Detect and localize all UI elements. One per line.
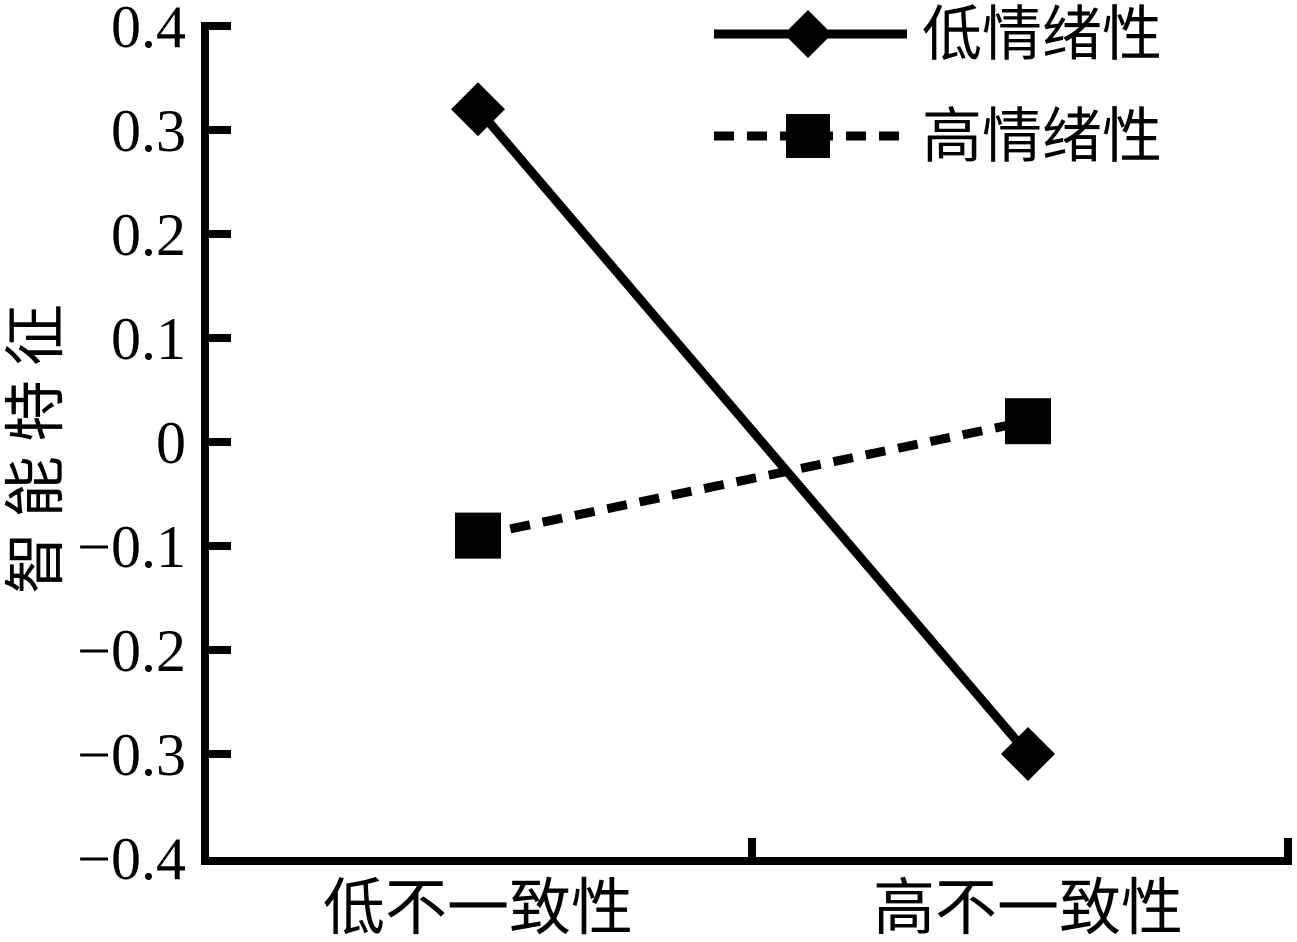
y-tick-label: −0.3 <box>77 722 186 788</box>
y-axis-title: 智能特征 <box>3 290 71 594</box>
legend-item: 高情绪性 <box>714 104 1162 170</box>
y-tick-label: 0.1 <box>111 306 186 372</box>
series-1-marker-diamond <box>1001 727 1055 781</box>
legend-square-marker-icon <box>786 114 830 158</box>
y-tick-label: 0.4 <box>111 0 186 60</box>
series-2-marker-square <box>1005 398 1051 445</box>
series-layer <box>451 82 1055 781</box>
legend-item: 低情绪性 <box>714 2 1162 68</box>
series-2-marker-square <box>455 512 501 559</box>
x-category-label: 高不一致性 <box>873 875 1183 942</box>
y-tick-label: 0.3 <box>111 98 186 164</box>
y-tick-label: −0.2 <box>77 618 186 684</box>
series-2-line <box>477 416 1029 541</box>
x-category-label: 低不一致性 <box>323 875 633 942</box>
y-tick-label: −0.1 <box>77 514 186 580</box>
y-tick-label: 0 <box>156 410 186 476</box>
legend-label: 低情绪性 <box>922 2 1162 68</box>
legend-diamond-marker-icon <box>784 10 832 58</box>
series-1-line <box>474 106 1032 757</box>
series-1-marker-diamond <box>451 82 505 137</box>
y-tick-label: 0.2 <box>111 202 186 268</box>
y-tick-label: −0.4 <box>77 826 186 892</box>
axes-layer: 0.4 0.3 0.2 0.1 0 −0.1 −0.2 −0.3 −0.4 低不一致性 高不一致性 <box>77 0 1292 942</box>
legend-label: 高情绪性 <box>922 104 1162 170</box>
